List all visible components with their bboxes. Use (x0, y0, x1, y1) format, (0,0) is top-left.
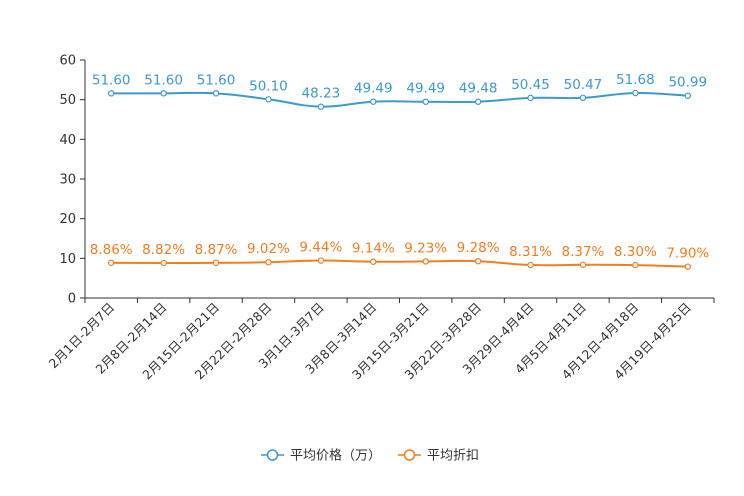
data-point[interactable] (317, 103, 325, 110)
series-group: 51.60 51.60 51.60 50.10 48.23 49.49 49.49 49.48… (90, 72, 709, 270)
y-tick-label: 20 (59, 212, 76, 227)
data-label: 7.90% (666, 246, 709, 262)
data-label: 50.10 (249, 78, 288, 94)
y-tick-label: 0 (68, 292, 76, 307)
data-point[interactable] (632, 89, 639, 97)
y-tick-label: 50 (59, 93, 76, 108)
data-label: 9.28% (457, 240, 500, 256)
x-axis-ticks: 2月1日-2月7日2月8日-2月14日2月15日-2月21日2月22日-2月28… (46, 298, 715, 382)
data-point[interactable] (474, 98, 482, 105)
data-point[interactable] (212, 259, 220, 267)
legend-label: 平均价格（万） (290, 448, 381, 464)
data-point[interactable] (632, 261, 639, 269)
y-tick-label: 60 (59, 54, 76, 69)
data-point[interactable] (684, 92, 691, 99)
data-label: 48.23 (302, 86, 341, 102)
data-point[interactable] (108, 90, 115, 97)
series-avg-price: 51.60 51.60 51.60 50.10 48.23 49.49 49.49 49.48… (92, 72, 707, 110)
series-line (111, 259, 688, 268)
data-point[interactable] (212, 90, 220, 97)
legend-item-avg-discount[interactable]: 平均折扣 (398, 449, 479, 464)
data-label: 49.49 (354, 81, 393, 97)
data-point[interactable] (527, 94, 534, 102)
data-point[interactable] (265, 259, 272, 266)
legend-marker-icon (403, 449, 416, 461)
data-label: 50.99 (668, 75, 707, 91)
data-point[interactable] (579, 94, 587, 102)
data-label: 51.60 (92, 72, 131, 88)
y-axis-ticks: 0 10 20 30 40 50 60 (59, 54, 85, 307)
data-point[interactable] (474, 257, 482, 265)
data-label: 9.14% (352, 241, 395, 257)
data-label: 9.02% (247, 241, 290, 257)
data-label: 51.68 (616, 72, 655, 88)
legend-label: 平均折扣 (427, 449, 479, 464)
data-label: 9.44% (299, 240, 342, 256)
data-point[interactable] (579, 261, 587, 268)
data-point[interactable] (160, 259, 167, 267)
legend[interactable]: 平均价格（万） 平均折扣 (261, 448, 479, 464)
data-point[interactable] (108, 259, 115, 267)
y-tick-label: 30 (59, 173, 76, 188)
data-point[interactable] (370, 258, 377, 265)
data-label: 8.31% (509, 244, 552, 260)
data-point[interactable] (422, 98, 429, 105)
data-point[interactable] (370, 98, 377, 105)
data-point[interactable] (317, 257, 325, 264)
y-tick-label: 40 (59, 133, 76, 148)
data-point[interactable] (422, 258, 429, 265)
data-label: 50.47 (564, 77, 603, 93)
data-label: 49.48 (459, 81, 498, 97)
data-label: 9.23% (404, 240, 447, 256)
y-tick-label: 10 (59, 252, 76, 267)
data-label: 8.82% (142, 242, 185, 258)
data-label: 8.30% (614, 244, 657, 260)
data-label: 49.49 (406, 81, 445, 97)
data-point[interactable] (527, 261, 534, 269)
legend-item-avg-price[interactable]: 平均价格（万） (261, 448, 381, 464)
data-label: 50.45 (511, 77, 550, 93)
data-label: 8.86% (90, 242, 133, 258)
data-label: 8.87% (195, 242, 238, 258)
series-avg-discount: 8.86% 8.82% 8.87% 9.02% 9.44% 9.14% 9.23% 9.28%… (90, 240, 709, 270)
data-label: 8.37% (562, 244, 605, 260)
series-line (111, 91, 688, 108)
data-point[interactable] (265, 96, 272, 103)
data-label: 51.60 (197, 72, 236, 88)
data-label: 51.60 (144, 72, 183, 88)
legend-marker-icon (266, 449, 279, 461)
data-point[interactable] (160, 90, 167, 97)
data-point[interactable] (684, 263, 691, 270)
